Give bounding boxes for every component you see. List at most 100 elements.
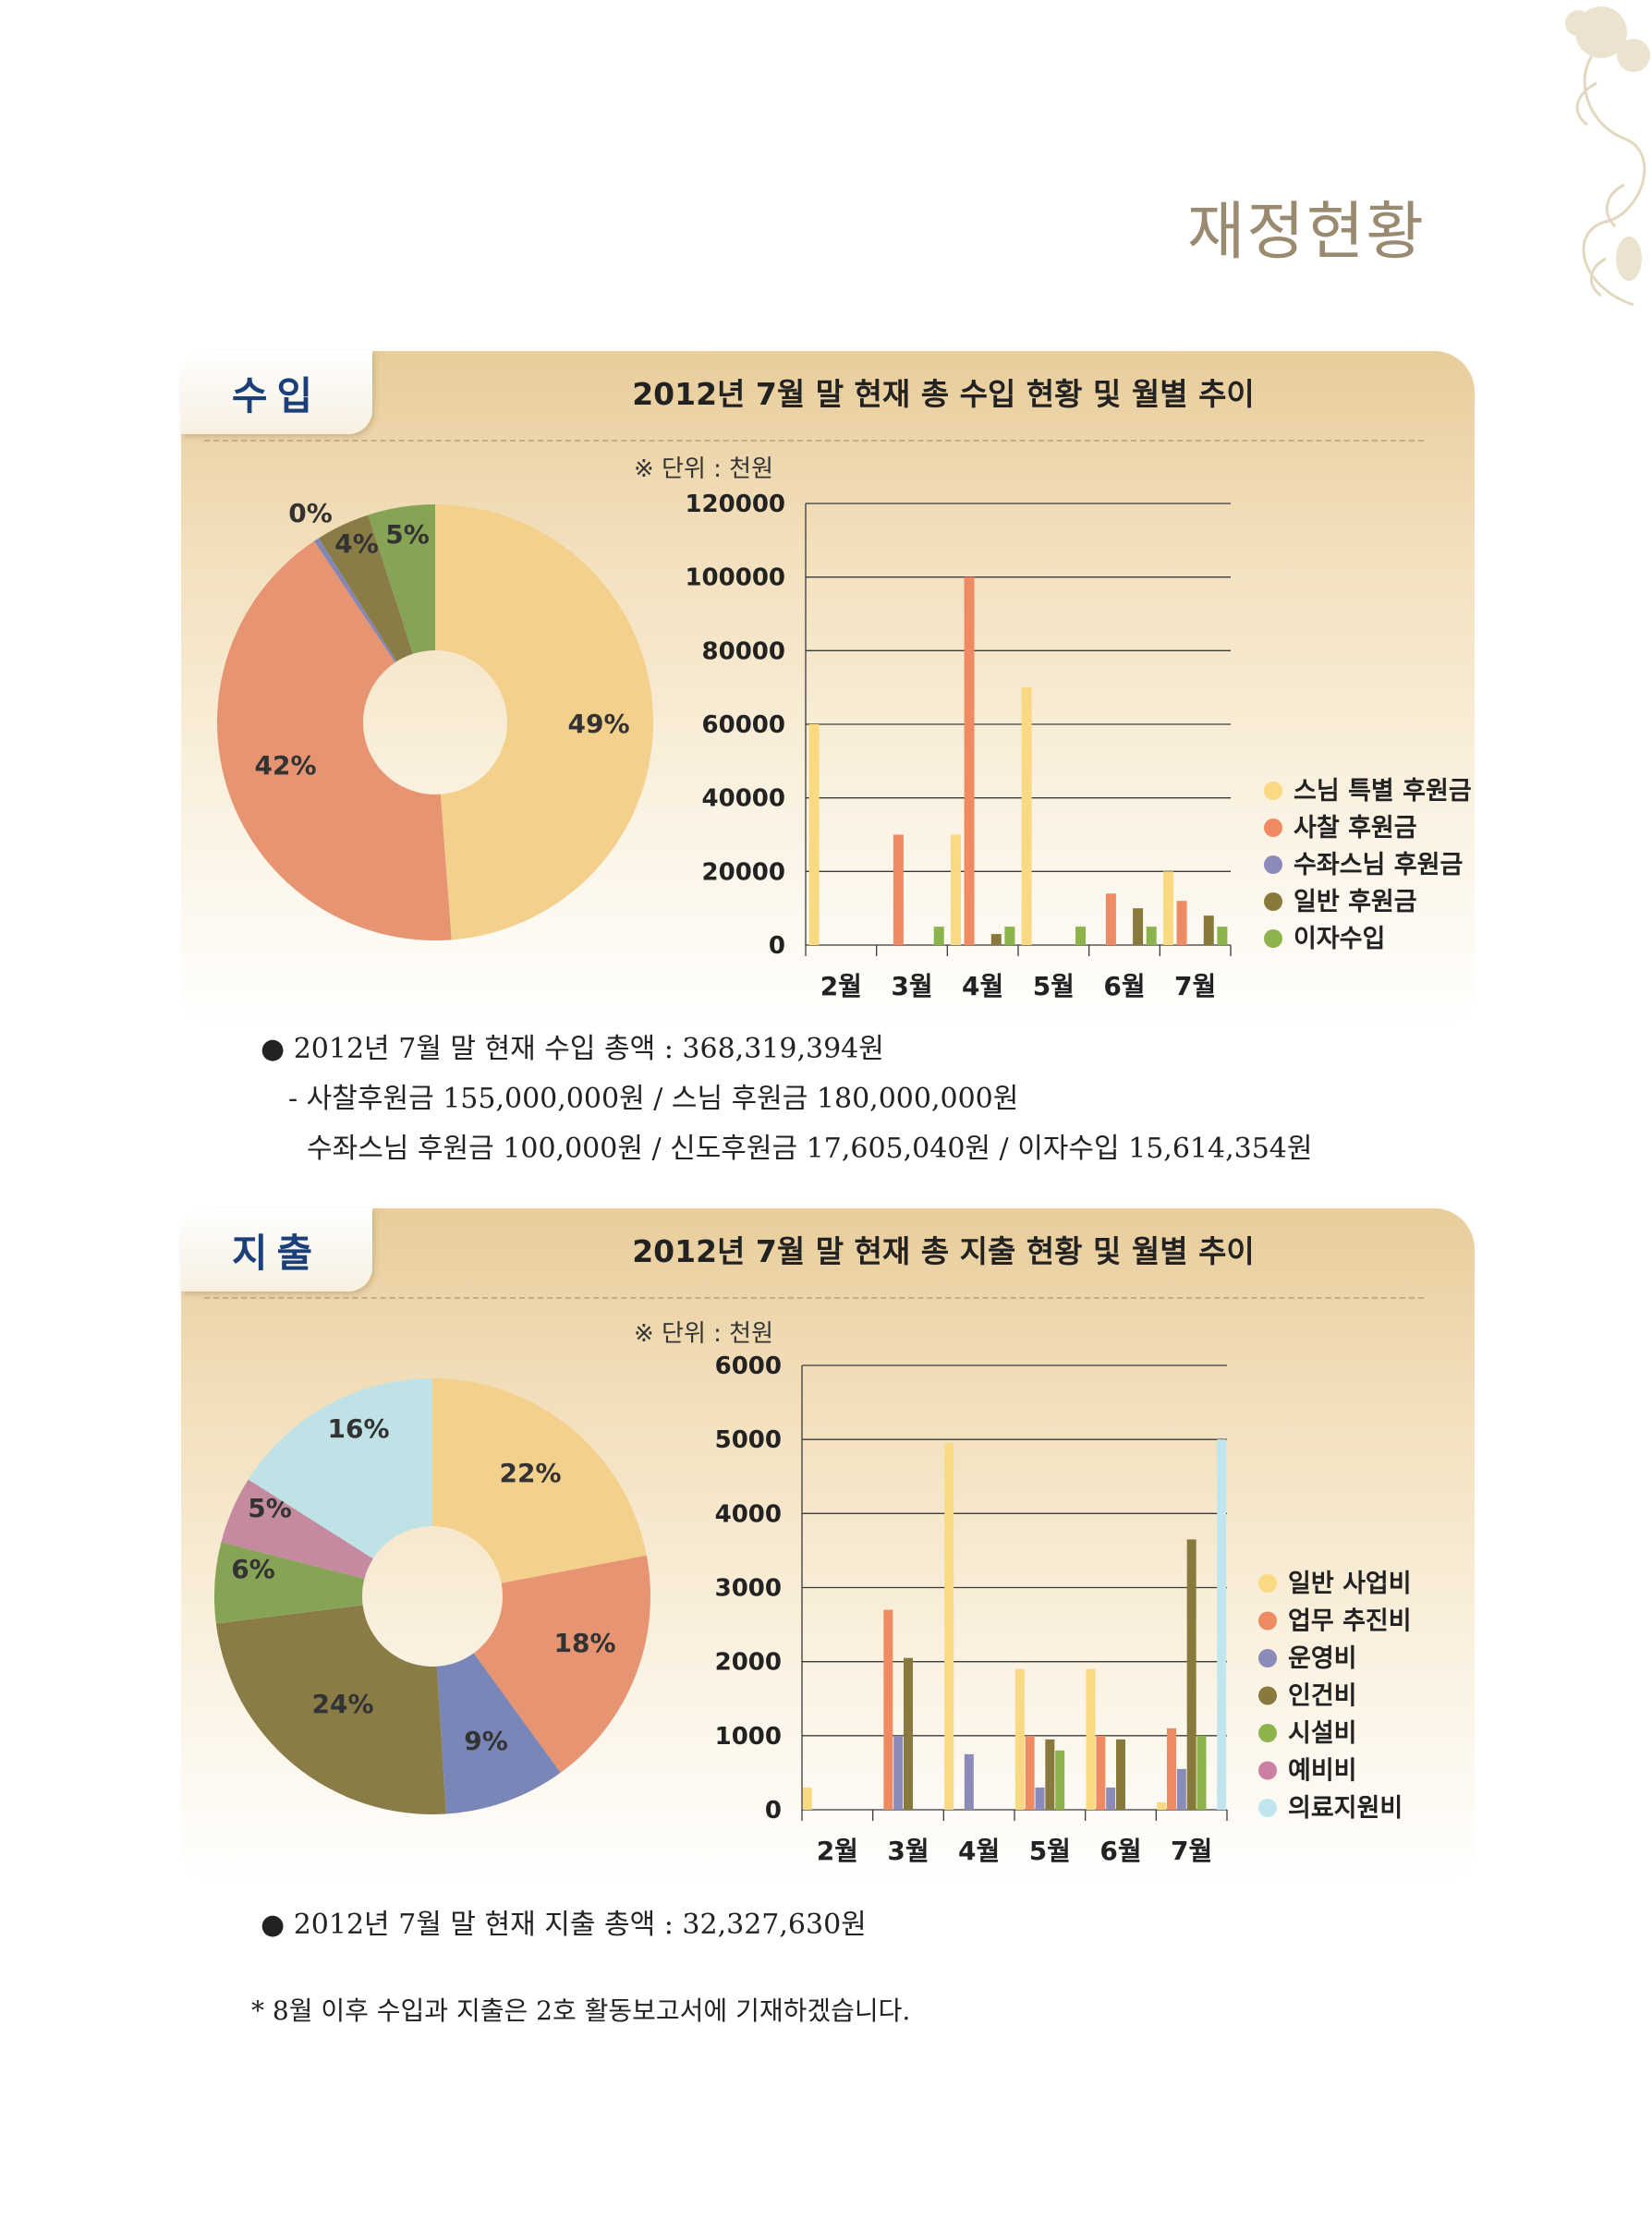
income-bar-bar	[964, 576, 975, 945]
expense-bar-ytick: 6000	[715, 1352, 782, 1380]
income-bar-bar	[1133, 908, 1144, 945]
expense-bar-legend-marker	[1258, 1574, 1277, 1593]
expense-bar-bar	[1025, 1735, 1035, 1810]
income-pie-slice	[314, 538, 397, 663]
income-bar-legend-label: 수좌스님 후원금	[1294, 851, 1463, 879]
income-bar-xtick: 2월	[820, 971, 862, 1001]
income-pie-group: 49% 42% 0%4% 5%	[217, 498, 653, 940]
expense-bar-legend-label: 업무 추진비	[1288, 1607, 1412, 1636]
income-bar-legend-marker	[1264, 855, 1282, 874]
expense-pie-slice	[215, 1605, 446, 1814]
income-bar-group: ※ 단위 : 천원 0 20000 40000 60000 80000 100000 1200…	[634, 455, 1472, 1001]
expense-bar-legend-marker	[1258, 1611, 1277, 1631]
expense-bar-bar	[1055, 1750, 1065, 1810]
income-bar-bar	[950, 834, 961, 945]
expense-bar-ytick: 3000	[715, 1575, 782, 1603]
income-detail-note-1: - 사찰후원금 155,000,000원 / 스님 후원금 180,000,00…	[288, 1083, 1019, 1115]
footnote: * 8월 이후 수입과 지출은 2호 활동보고서에 기재하겠습니다.	[251, 1995, 911, 2026]
expense-bar-bar	[1096, 1735, 1106, 1810]
expense-bar-bar	[1196, 1735, 1207, 1810]
income-bar-xtick: 4월	[962, 971, 1003, 1001]
expense-bar-xtick: 4월	[958, 1836, 1000, 1866]
expense-bar-legend-marker	[1258, 1649, 1277, 1667]
income-panel: 수입 2012년 7월 말 현재 총 수입 현황 및 월별 추이 49% 42% 0…	[181, 351, 1475, 1027]
page-title: 재정현황	[1186, 196, 1426, 269]
income-bar-unit-note: ※ 단위 : 천원	[634, 455, 773, 483]
expense-bar-legend-label: 의료지원비	[1288, 1794, 1403, 1823]
income-bar-ytick: 100000	[685, 564, 785, 592]
expense-bar-bar	[1157, 1801, 1167, 1810]
expense-pie-group: 22%18%9%24%6%5%16%	[214, 1378, 650, 1814]
income-pie-slice	[435, 504, 653, 940]
expense-pie-slice	[436, 1653, 561, 1814]
income-pie-slice	[217, 540, 452, 940]
expense-divider	[204, 1297, 1424, 1299]
income-bar-ytick: 60000	[702, 711, 785, 739]
expense-charts: 22%18%9%24%6%5%16%※ 단위 : 천원0100020003000…	[214, 1320, 1412, 1866]
expense-pie-slice-label: 16%	[327, 1413, 389, 1444]
income-bar-bar	[1021, 687, 1032, 945]
income-bar-bar	[1162, 871, 1173, 945]
income-bar-xtick: 5월	[1033, 971, 1075, 1001]
income-bar-legend-label: 스님 특별 후원금	[1294, 777, 1472, 806]
expense-pie-slice	[432, 1378, 647, 1583]
expense-bar-bar	[1086, 1668, 1096, 1810]
expense-bar-bar	[893, 1735, 904, 1810]
expense-bar-bar	[1217, 1439, 1227, 1810]
expense-pie-slice	[248, 1378, 432, 1559]
expense-bar-legend-label: 인건비	[1288, 1682, 1357, 1711]
income-bar-bar	[933, 927, 944, 945]
income-bar-bar	[990, 934, 1002, 945]
income-pie-slice-label: 5%	[385, 519, 430, 550]
income-bar-legend-marker	[1264, 782, 1282, 800]
income-tab: 수입	[181, 351, 372, 434]
expense-pie-slice-label: 6%	[231, 1554, 275, 1584]
expense-bar-xtick: 3월	[887, 1836, 929, 1866]
income-pie-slice-label: 49%	[567, 709, 629, 739]
expense-pie-slice	[473, 1555, 650, 1773]
expense-bar-ytick: 1000	[715, 1723, 782, 1751]
expense-bar-legend-label: 시설비	[1288, 1719, 1357, 1748]
expense-bar-bar	[904, 1657, 913, 1810]
expense-bar-legend-marker	[1258, 1761, 1277, 1780]
expense-bar-legend-marker	[1258, 1686, 1277, 1705]
expense-bar-bar	[1116, 1739, 1125, 1810]
expense-pie-slice	[221, 1479, 373, 1580]
expense-pie-slice-label: 9%	[464, 1726, 508, 1756]
expense-bar-bar	[944, 1443, 954, 1810]
expense-pie-slice-label: 18%	[553, 1628, 615, 1658]
income-bar-bar	[1105, 893, 1116, 945]
income-bar-ytick: 80000	[702, 637, 785, 665]
income-bar-bar	[1004, 927, 1015, 945]
expense-tab: 지출	[181, 1208, 372, 1291]
expense-bar-legend-label: 예비비	[1288, 1757, 1357, 1786]
expense-pie-slice-label: 22%	[499, 1458, 561, 1488]
expense-bar-ytick: 4000	[715, 1500, 782, 1528]
expense-bar-xtick: 6월	[1099, 1836, 1141, 1866]
income-bar-legend-label: 일반 후원금	[1294, 888, 1417, 916]
expense-bar-xtick: 5월	[1029, 1836, 1071, 1866]
income-divider	[204, 440, 1424, 442]
expense-bar-bar	[1035, 1787, 1045, 1810]
expense-bar-legend-label: 운영비	[1288, 1644, 1357, 1673]
expense-bar-bar	[1167, 1728, 1176, 1810]
income-pie-slice-label: 42%	[254, 750, 316, 781]
income-bar-bar	[1176, 901, 1187, 945]
floral-ornament	[1565, 6, 1650, 307]
expense-heading: 2012년 7월 말 현재 총 지출 현황 및 월별 추이	[632, 1233, 1255, 1269]
expense-bar-bar	[883, 1609, 893, 1810]
expense-bar-bar	[1014, 1668, 1025, 1810]
income-bar-legend-marker	[1264, 892, 1282, 911]
income-bar-ytick: 20000	[702, 858, 785, 886]
income-bar-legend-marker	[1264, 818, 1282, 837]
expense-bar-bar	[1045, 1739, 1055, 1810]
expense-bar-group: ※ 단위 : 천원 0 1000 2000 3000 4000 5000 6000 2월 3월 4월…	[634, 1320, 1412, 1866]
expense-bar-ytick: 2000	[715, 1649, 782, 1677]
expense-bar-xtick: 2월	[817, 1836, 858, 1866]
income-bar-xtick: 7월	[1174, 971, 1216, 1001]
expense-pie-slice-label: 24%	[311, 1689, 373, 1719]
income-pie-slice	[368, 504, 435, 654]
expense-panel: 지출 2012년 7월 말 현재 총 지출 현황 및 월별 추이 22% 18% 9…	[181, 1208, 1475, 1885]
income-bar-ytick: 120000	[685, 491, 785, 518]
expense-bar-legend-label: 일반 사업비	[1288, 1570, 1412, 1598]
